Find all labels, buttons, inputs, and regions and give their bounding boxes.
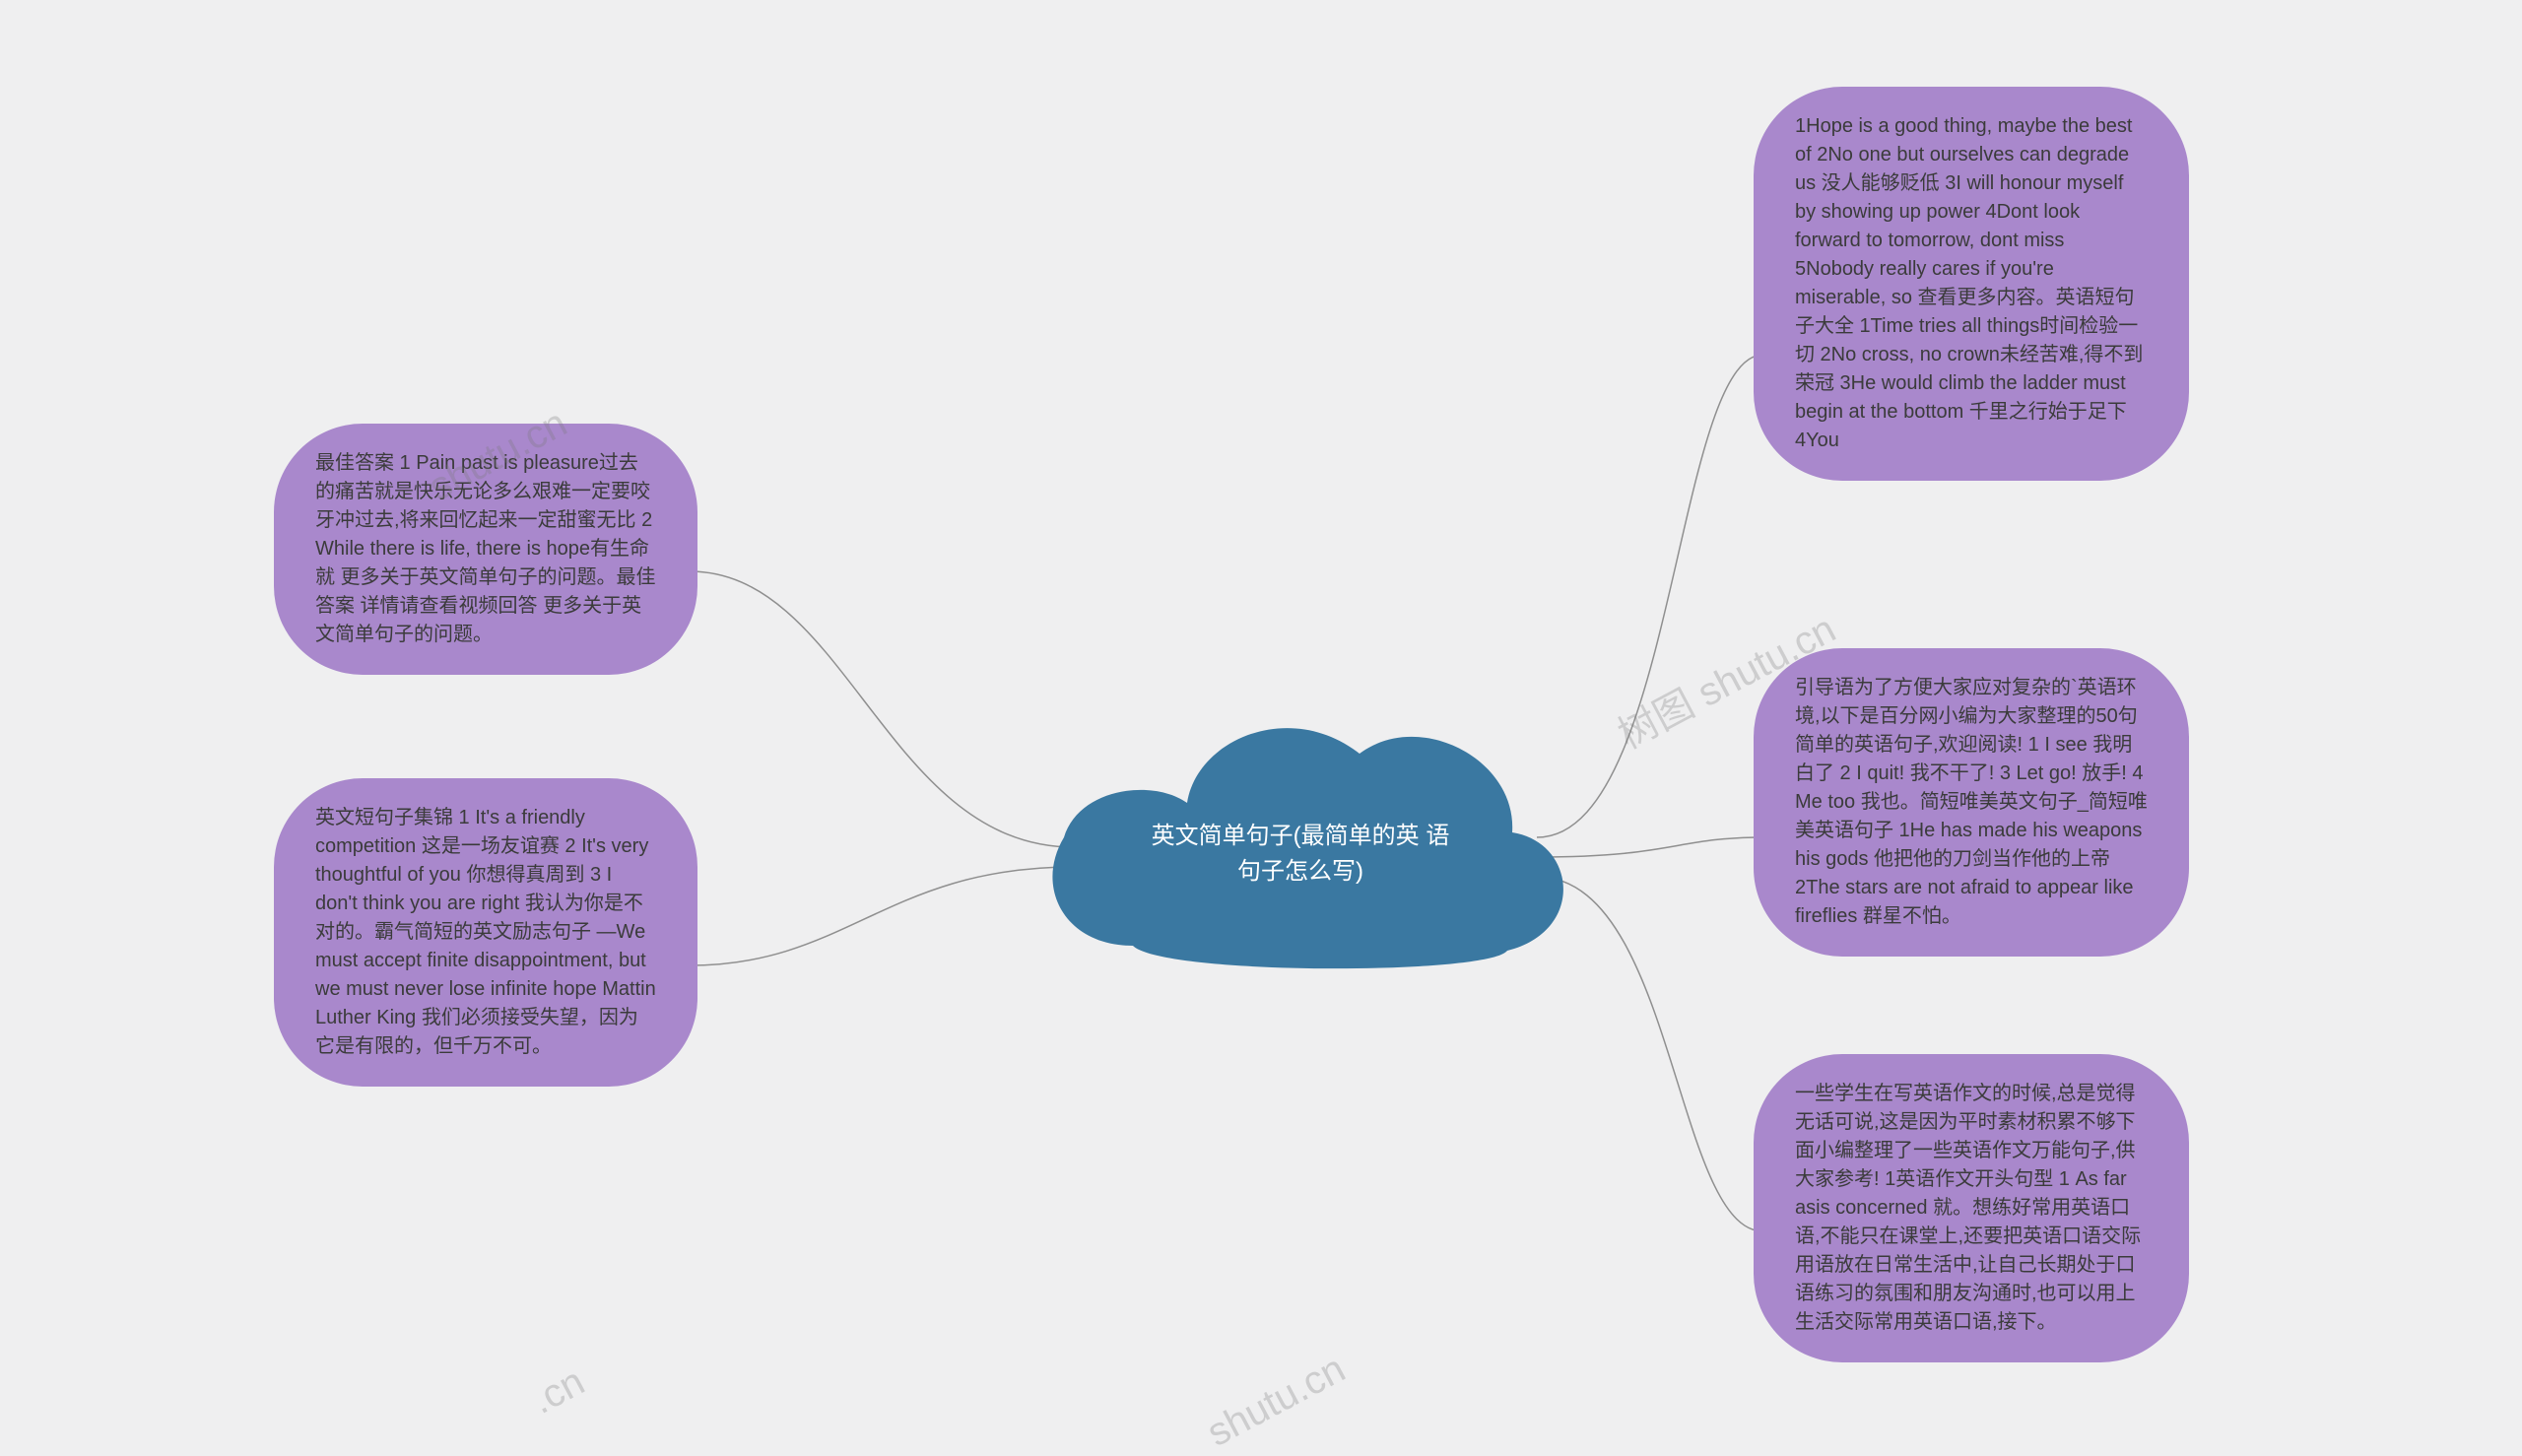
branch-node-right-2[interactable]: 引导语为了方便大家应对复杂的`英语环境,以下是百分网小编为大家整理的50句简单的… bbox=[1754, 648, 2189, 957]
node-text: 1Hope is a good thing, maybe the best of… bbox=[1795, 112, 2148, 455]
watermark: .cn bbox=[525, 1359, 592, 1423]
connector bbox=[690, 571, 1074, 847]
node-text: 一些学生在写英语作文的时候,总是觉得无话可说,这是因为平时素材积累不够下面小编整… bbox=[1795, 1080, 2148, 1337]
branch-node-right-3[interactable]: 一些学生在写英语作文的时候,总是觉得无话可说,这是因为平时素材积累不够下面小编整… bbox=[1754, 1054, 2189, 1362]
node-text: 引导语为了方便大家应对复杂的`英语环境,以下是百分网小编为大家整理的50句简单的… bbox=[1795, 674, 2148, 931]
center-node[interactable]: 英文简单句子(最简单的英 语句子怎么写) bbox=[1025, 670, 1576, 1025]
center-label: 英文简单句子(最简单的英 语句子怎么写) bbox=[1143, 819, 1458, 890]
watermark: shutu.cn bbox=[1200, 1347, 1353, 1456]
branch-node-left-1[interactable]: 最佳答案 1 Pain past is pleasure过去的痛苦就是快乐无论多… bbox=[274, 424, 697, 675]
node-text: 最佳答案 1 Pain past is pleasure过去的痛苦就是快乐无论多… bbox=[315, 449, 656, 649]
mindmap-canvas: 英文简单句子(最简单的英 语句子怎么写) 最佳答案 1 Pain past is… bbox=[0, 0, 2522, 1419]
branch-node-right-1[interactable]: 1Hope is a good thing, maybe the best of… bbox=[1754, 87, 2189, 481]
branch-node-left-2[interactable]: 英文短句子集锦 1 It's a friendly competition 这是… bbox=[274, 778, 697, 1087]
node-text: 英文短句子集锦 1 It's a friendly competition 这是… bbox=[315, 804, 656, 1061]
connector bbox=[690, 867, 1074, 965]
